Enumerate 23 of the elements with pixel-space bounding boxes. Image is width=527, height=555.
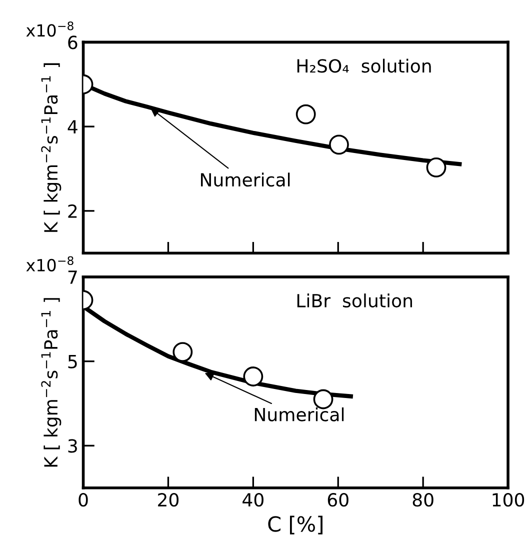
annotation: H₂SO₄ solution: [297, 58, 431, 73]
x-axis-title: C [%]: [268, 516, 322, 534]
x-tick-label: 0: [78, 493, 88, 507]
text: x10$^{−8}$: [26, 21, 74, 37]
annotation: Numerical: [254, 407, 344, 422]
y-tick-label: 6: [68, 36, 78, 50]
y-tick-label: 5: [68, 355, 77, 368]
point: [296, 104, 316, 124]
y-tick-label: 7: [68, 270, 77, 284]
x-tick-label: 80: [412, 493, 434, 507]
x-tick-label: 60: [328, 493, 348, 507]
annotation: LiBr solution: [297, 294, 412, 308]
x-tick-label: 100: [492, 493, 524, 507]
x-tick-label: 20: [158, 493, 179, 507]
point: [329, 134, 349, 155]
text: x10$^{−8}$: [26, 256, 74, 272]
annotation: Numerical: [201, 172, 290, 187]
x-tick-label: 40: [242, 493, 264, 507]
y-axis-title: K [ kgm$^{−2}$s$^{−1}$Pa$^{−1}$ ]: [41, 63, 62, 232]
y-axis-title: K [ kgm$^{−2}$s$^{−1}$Pa$^{−1}$ ]: [41, 298, 62, 467]
y-tick-label: 3: [68, 439, 77, 453]
y-tick-label: 2: [68, 204, 77, 218]
y-tick-label: 4: [68, 120, 78, 134]
